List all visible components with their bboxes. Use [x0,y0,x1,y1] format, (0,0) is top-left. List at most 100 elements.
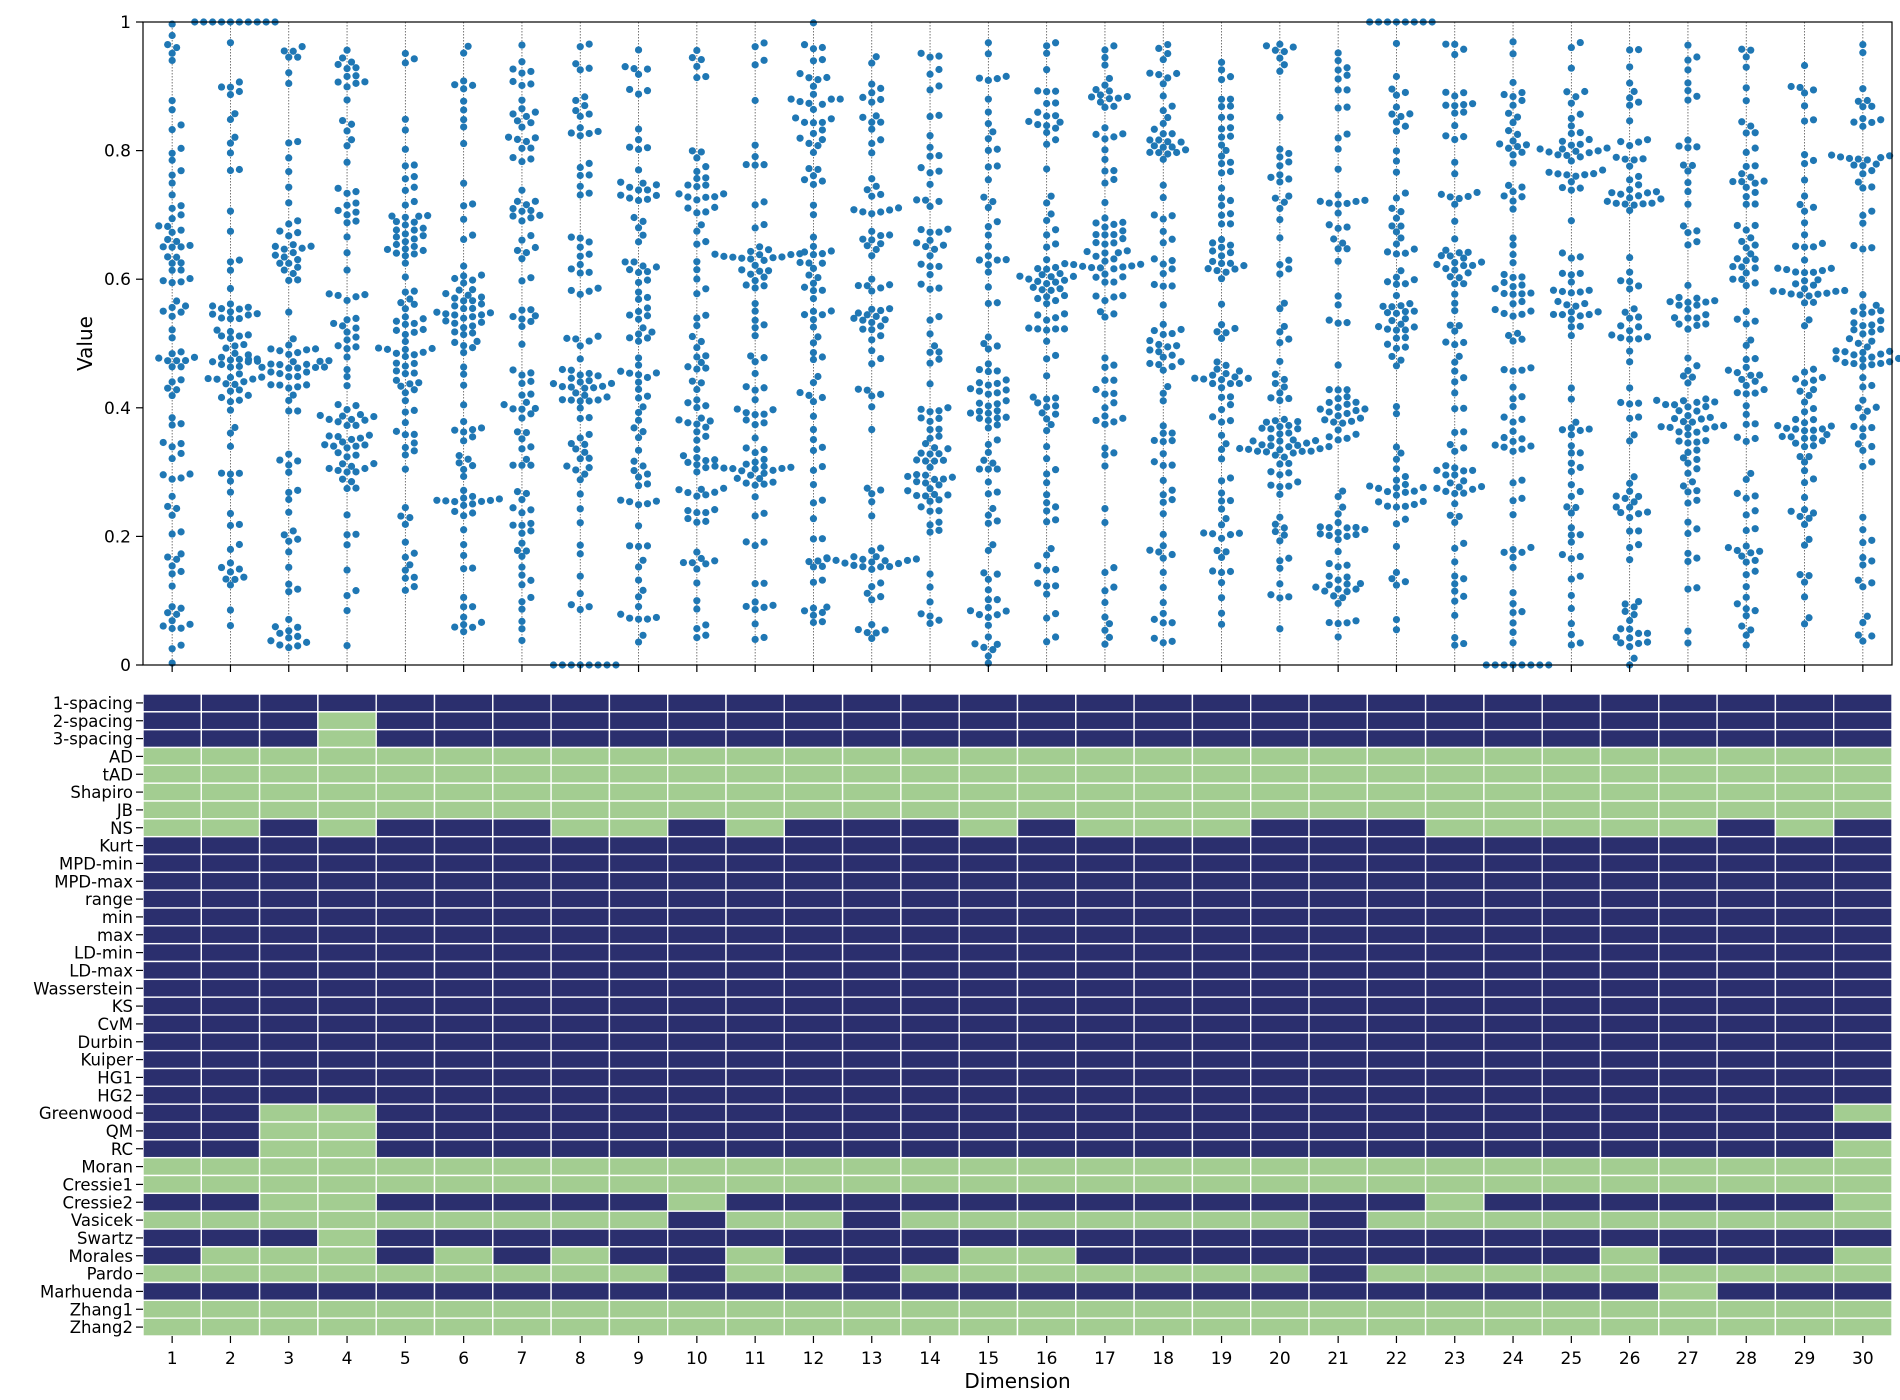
heatmap-cell [1366,1103,1427,1123]
swarm-point [1626,141,1634,150]
swarm-point [894,559,903,568]
heatmap-cell [1016,1174,1077,1195]
swarm-point [527,410,535,418]
swarm-point [926,86,934,94]
swarm-point [567,265,575,273]
heatmap-cell [433,1299,494,1319]
swarm-point [1742,148,1750,156]
heatmap-cell [1541,996,1602,1016]
heatmap-cell [492,1014,552,1034]
heatmap-cell [1541,889,1602,909]
swarm-point [1101,223,1109,231]
heatmap-cell [1716,996,1777,1016]
heatmap-cell [1016,1156,1077,1177]
swarm-point [1092,252,1100,260]
swarm-point [1684,187,1692,196]
swarm-point [693,396,701,404]
swarm-point [1634,172,1643,181]
swarm-point [280,245,288,253]
swarm-point [1361,196,1369,204]
swarm-point [294,623,302,631]
swarm-point [809,348,818,357]
heatmap-cell [1832,1156,1893,1177]
swarm-point [1702,425,1710,433]
swarm-point [1859,413,1867,421]
heatmap-cell [1599,1156,1660,1177]
swarm-point [760,455,768,464]
swarm-point [1451,471,1459,479]
swarm-point [1724,366,1732,374]
swarm-point [294,217,302,225]
swarm-point [634,563,643,571]
heatmap-row-label: Vasicek [71,1211,134,1230]
heatmap-cell [317,800,377,820]
swarm-point [208,310,217,318]
heatmap-cell [841,889,902,909]
swarm-point [720,484,728,492]
swarm-point [226,266,235,274]
swarm-point [1217,300,1226,308]
swarm-point [984,448,992,457]
swarm-point [1101,598,1109,607]
swarm-point [1500,366,1508,374]
swarm-point [1711,398,1719,406]
swarm-point [1518,548,1526,556]
swarm-point [1352,585,1360,593]
heatmap-cell [142,889,202,909]
swarm-point [1043,49,1051,57]
swarm-point [1792,415,1800,424]
heatmap-cell [1541,800,1602,820]
swarm-point [522,489,531,498]
swarm-point [1289,436,1297,444]
heatmap-cell [958,978,1019,998]
heatmap-cell [1658,1139,1718,1159]
swarm-point [643,267,652,276]
heatmap-cell [142,1299,202,1319]
heatmap-cell [1483,907,1543,927]
heatmap-cell [375,1085,436,1105]
heatmap-cell [200,1299,261,1319]
swarm-point [1110,175,1118,184]
heatmap-cell [1191,818,1252,838]
heatmap-cell [1424,818,1485,838]
swarm-point [410,55,418,63]
swarm-point [352,468,360,476]
swarm-point [1693,143,1701,151]
heatmap-cell [1716,746,1777,767]
swarm-point [410,406,418,415]
swarm-point [1051,633,1060,641]
swarm-point [1567,538,1575,546]
heatmap-cell [550,889,611,909]
swarm-point [460,341,468,350]
swarm-point [468,462,477,470]
swarm-point [1477,258,1486,266]
swarm-point [1832,287,1840,295]
swarm-point [352,324,360,332]
swarm-point [1702,311,1710,319]
swarm-point [1792,268,1800,276]
heatmap-cell [841,728,902,749]
swarm-point [1029,283,1037,291]
swarm-point [796,258,804,267]
swarm-point [975,379,984,387]
swarm-point [222,344,230,352]
heatmap-cell [317,907,377,927]
swarm-point [868,392,876,400]
swarm-point [634,136,643,144]
swarm-point [863,282,871,290]
swarm-point [809,105,818,114]
heatmap-cell [433,1192,494,1212]
swarm-point [1626,185,1634,194]
heatmap-cell [783,1085,844,1105]
swarm-point [468,329,477,337]
swarm-point [164,41,172,49]
swarm-point [868,227,876,235]
swarm-point [217,83,226,91]
heatmap-cell [1774,871,1835,891]
swarm-point [468,564,477,572]
swarm-point [702,311,710,319]
swarm-point [518,58,526,66]
heatmap-cell [667,800,727,820]
swarm-point [809,264,818,272]
swarm-point [585,287,593,295]
